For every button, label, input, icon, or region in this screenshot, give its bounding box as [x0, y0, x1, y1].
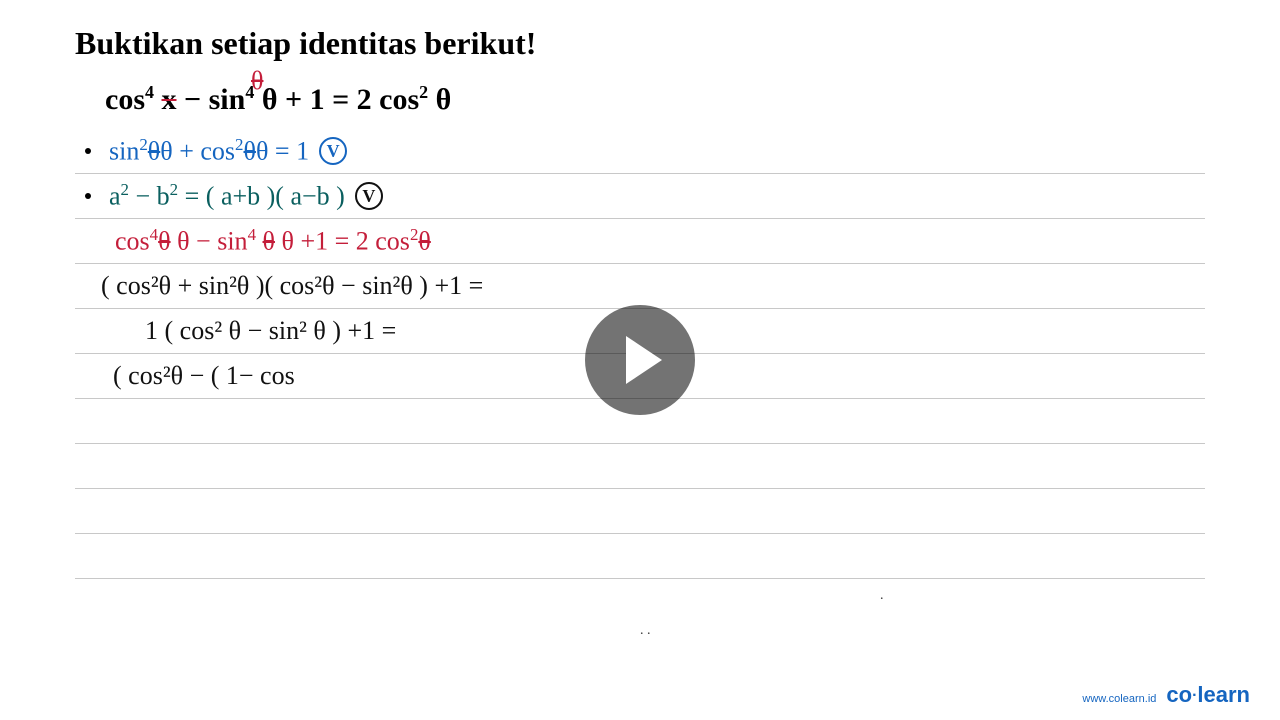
footer-logo: co·learn [1166, 682, 1250, 708]
footer-url: www.colearn.id [1082, 693, 1156, 705]
identity-1: sin2θθ + cos2θθ = 1 [109, 135, 309, 167]
play-button[interactable] [585, 305, 695, 415]
bullet-icon [85, 148, 91, 154]
work-line-8 [75, 444, 1205, 489]
play-icon [626, 336, 662, 384]
stray-dots: . . [640, 623, 651, 639]
footer: www.colearn.id co·learn [1082, 682, 1250, 708]
work-line-1: sin2θθ + cos2θθ = 1 V [75, 129, 1205, 174]
theta-correction: θ [251, 66, 263, 96]
work-line-3: cos4θ θ − sin4 θ θ +1 = 2 cos2θ [75, 219, 1205, 264]
step-simplify-1: 1 ( cos² θ − sin² θ ) +1 = [85, 316, 396, 346]
check-mark-1: V [319, 137, 347, 165]
main-equation: cos4 x − sin4 θ + 1 = 2 cos2 θ [75, 82, 1205, 117]
check-mark-2: V [355, 182, 383, 210]
work-line-10 [75, 534, 1205, 579]
step-factor: ( cos²θ + sin²θ )( cos²θ − sin²θ ) +1 = [85, 271, 483, 301]
bullet-icon [85, 193, 91, 199]
work-line-2: a2 − b2 = ( a+b )( a−b ) V [75, 174, 1205, 219]
step-simplify-2: ( cos²θ − ( 1− cos [85, 361, 295, 391]
restate-equation: cos4θ θ − sin4 θ θ +1 = 2 cos2θ [85, 225, 431, 257]
identity-2: a2 − b2 = ( a+b )( a−b ) [109, 180, 345, 212]
page-title: Buktikan setiap identitas berikut! [75, 25, 1205, 62]
work-line-4: ( cos²θ + sin²θ )( cos²θ − sin²θ ) +1 = [75, 264, 1205, 309]
stray-dot: . [880, 588, 884, 604]
work-line-9 [75, 489, 1205, 534]
main-container: Buktikan setiap identitas berikut! θ cos… [0, 0, 1280, 579]
